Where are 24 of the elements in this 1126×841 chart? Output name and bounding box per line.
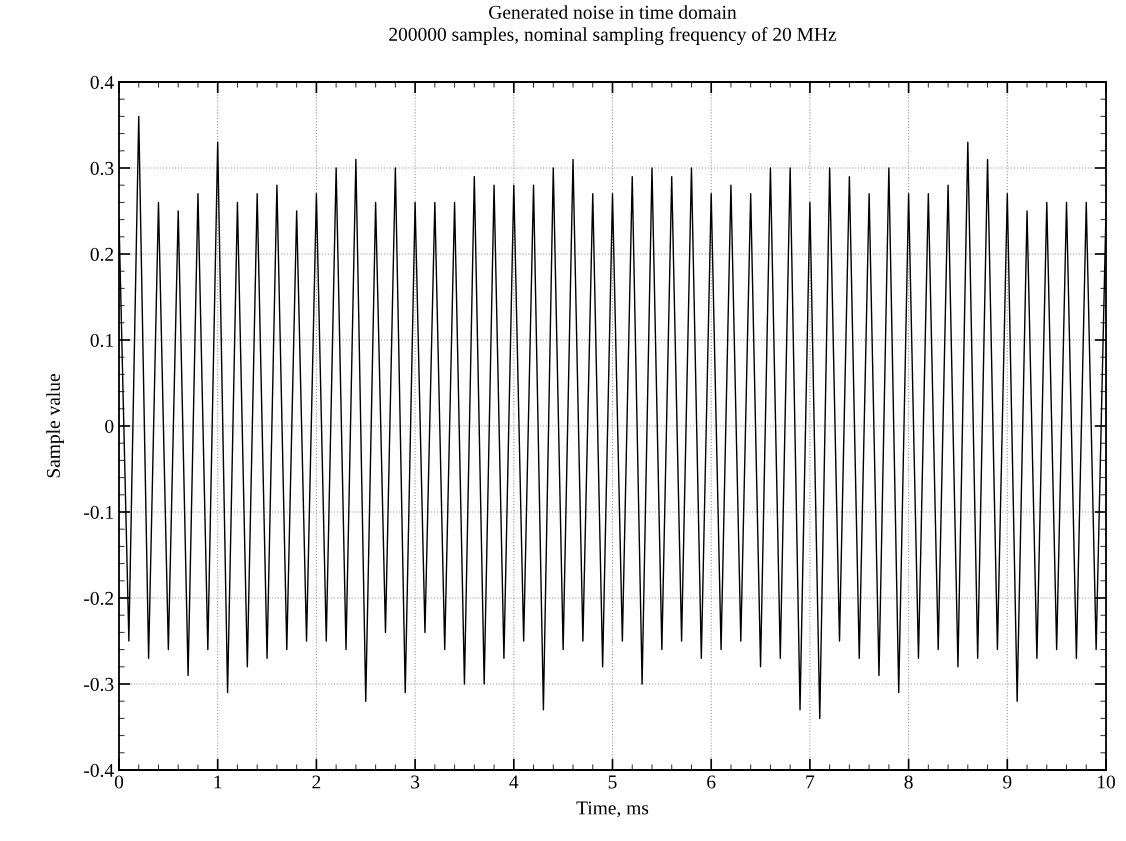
y-axis-title: Sample value xyxy=(46,374,64,478)
chart-title: Generated noise in time domain xyxy=(489,5,737,19)
x-tick-label: 1 xyxy=(214,775,222,789)
y-tick-label: 0.1 xyxy=(90,333,113,348)
x-tick-label: 7 xyxy=(806,775,815,789)
y-tick-label: -0.2 xyxy=(84,591,114,606)
y-tick-label: -0.3 xyxy=(84,677,114,692)
x-tick-label: 0 xyxy=(114,775,124,789)
y-tick-label: -0.4 xyxy=(84,763,114,778)
x-tick-label: 5 xyxy=(608,775,617,789)
x-tick-label: 4 xyxy=(509,775,519,789)
x-tick-label: 8 xyxy=(904,775,913,789)
y-tick-label: 0.2 xyxy=(90,247,114,262)
y-tick-label: 0.3 xyxy=(90,161,114,176)
x-tick-label: 6 xyxy=(707,775,716,789)
x-axis-title: Time, ms xyxy=(576,801,649,818)
x-tick-label: 3 xyxy=(411,775,420,789)
y-tick-label: 0 xyxy=(105,419,114,433)
x-tick-label: 10 xyxy=(1097,775,1115,789)
chart-subtitle: 200000 samples, nominal sampling frequency of 20 MHz xyxy=(389,27,837,45)
y-tick-label: -0.1 xyxy=(84,505,113,520)
x-tick-label: 2 xyxy=(312,775,321,789)
x-tick-label: 9 xyxy=(1003,775,1012,789)
y-tick-label: 0.4 xyxy=(90,75,114,90)
